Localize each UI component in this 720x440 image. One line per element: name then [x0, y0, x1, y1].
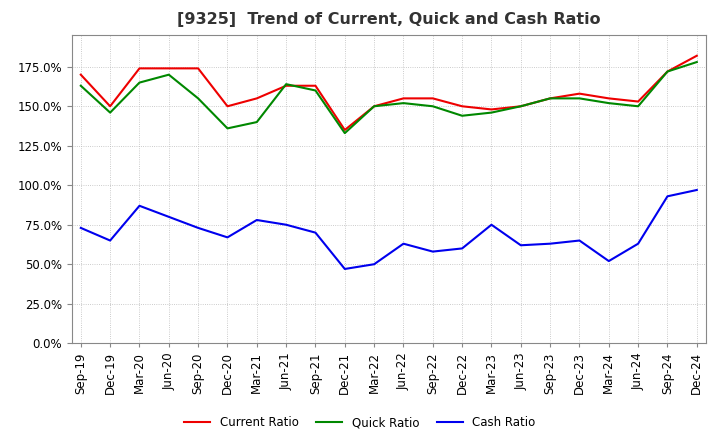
- Cash Ratio: [223, 235, 232, 240]
- Current Ratio: [546, 96, 554, 101]
- Cash Ratio: [194, 225, 202, 231]
- Current Ratio: [605, 96, 613, 101]
- Quick Ratio: [311, 88, 320, 93]
- Quick Ratio: [253, 119, 261, 125]
- Current Ratio: [516, 104, 525, 109]
- Cash Ratio: [164, 214, 173, 220]
- Cash Ratio: [546, 241, 554, 246]
- Cash Ratio: [282, 222, 290, 227]
- Quick Ratio: [634, 104, 642, 109]
- Cash Ratio: [370, 262, 379, 267]
- Cash Ratio: [135, 203, 144, 209]
- Current Ratio: [487, 107, 496, 112]
- Quick Ratio: [194, 96, 202, 101]
- Legend: Current Ratio, Quick Ratio, Cash Ratio: Current Ratio, Quick Ratio, Cash Ratio: [179, 412, 541, 434]
- Cash Ratio: [458, 246, 467, 251]
- Cash Ratio: [428, 249, 437, 254]
- Cash Ratio: [693, 187, 701, 193]
- Quick Ratio: [458, 113, 467, 118]
- Quick Ratio: [341, 131, 349, 136]
- Cash Ratio: [399, 241, 408, 246]
- Current Ratio: [194, 66, 202, 71]
- Quick Ratio: [546, 96, 554, 101]
- Line: Quick Ratio: Quick Ratio: [81, 62, 697, 133]
- Current Ratio: [76, 72, 85, 77]
- Current Ratio: [282, 83, 290, 88]
- Cash Ratio: [605, 258, 613, 264]
- Quick Ratio: [135, 80, 144, 85]
- Current Ratio: [311, 83, 320, 88]
- Quick Ratio: [370, 104, 379, 109]
- Cash Ratio: [487, 222, 496, 227]
- Cash Ratio: [634, 241, 642, 246]
- Current Ratio: [135, 66, 144, 71]
- Cash Ratio: [106, 238, 114, 243]
- Line: Cash Ratio: Cash Ratio: [81, 190, 697, 269]
- Quick Ratio: [76, 83, 85, 88]
- Title: [9325]  Trend of Current, Quick and Cash Ratio: [9325] Trend of Current, Quick and Cash …: [177, 12, 600, 27]
- Quick Ratio: [106, 110, 114, 115]
- Quick Ratio: [282, 81, 290, 87]
- Quick Ratio: [605, 100, 613, 106]
- Cash Ratio: [516, 242, 525, 248]
- Current Ratio: [164, 66, 173, 71]
- Quick Ratio: [399, 100, 408, 106]
- Quick Ratio: [164, 72, 173, 77]
- Current Ratio: [370, 104, 379, 109]
- Quick Ratio: [487, 110, 496, 115]
- Quick Ratio: [693, 59, 701, 65]
- Quick Ratio: [223, 126, 232, 131]
- Cash Ratio: [76, 225, 85, 231]
- Current Ratio: [223, 104, 232, 109]
- Cash Ratio: [253, 217, 261, 223]
- Current Ratio: [428, 96, 437, 101]
- Cash Ratio: [663, 194, 672, 199]
- Current Ratio: [399, 96, 408, 101]
- Cash Ratio: [341, 266, 349, 271]
- Quick Ratio: [516, 104, 525, 109]
- Current Ratio: [693, 53, 701, 59]
- Current Ratio: [458, 104, 467, 109]
- Current Ratio: [253, 96, 261, 101]
- Quick Ratio: [575, 96, 584, 101]
- Quick Ratio: [663, 69, 672, 74]
- Current Ratio: [663, 69, 672, 74]
- Cash Ratio: [575, 238, 584, 243]
- Line: Current Ratio: Current Ratio: [81, 56, 697, 130]
- Quick Ratio: [428, 104, 437, 109]
- Current Ratio: [575, 91, 584, 96]
- Cash Ratio: [311, 230, 320, 235]
- Current Ratio: [106, 104, 114, 109]
- Current Ratio: [634, 99, 642, 104]
- Current Ratio: [341, 127, 349, 132]
